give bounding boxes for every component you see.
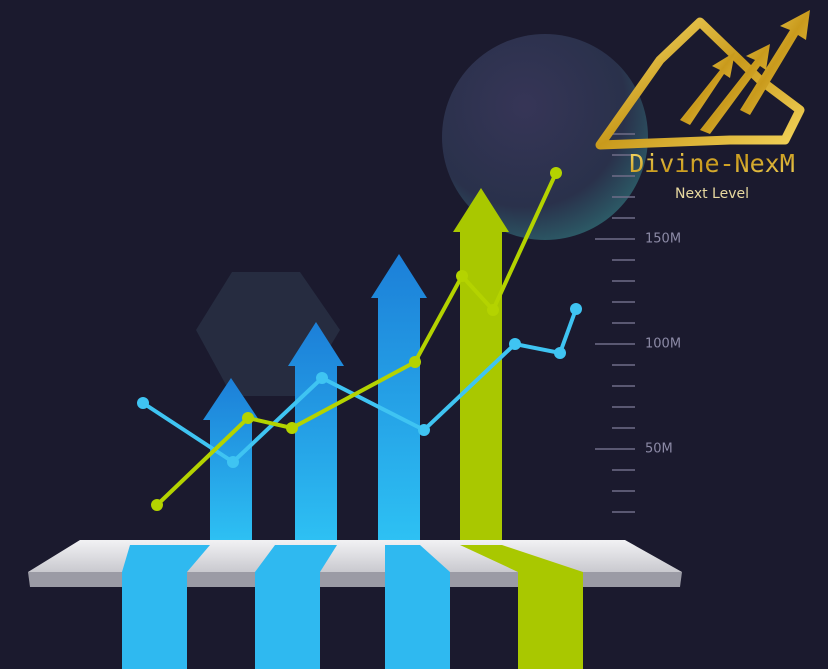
logo-arrow [700,44,770,134]
point [456,270,468,282]
point [227,456,239,468]
arrow [453,188,509,545]
ribbon [255,545,337,669]
point [286,422,298,434]
point [316,372,328,384]
point [487,304,499,316]
scale-label: 50M [645,442,673,457]
logo-arrow [680,52,735,125]
arrow [371,254,427,545]
logo-tagline: Next Level [675,186,749,202]
point [550,167,562,179]
logo-frame [595,17,805,150]
logo: Divine-NexM Next Level [595,10,810,202]
cyan-line [137,303,582,468]
scale-label: 150M [645,232,681,247]
point [242,412,254,424]
scale [595,133,635,513]
green-line [151,167,562,511]
point [418,424,430,436]
ribbons [122,545,583,669]
ribbon [122,545,210,669]
logo-arrow [740,10,810,115]
point [509,338,521,350]
ribbon [385,545,450,669]
bubble [442,34,648,240]
point [570,303,582,315]
point [137,397,149,409]
ribbon [460,545,583,669]
arrow [288,322,344,545]
point [554,347,566,359]
point [151,499,163,511]
logo-title: Divine-NexM [629,149,795,178]
point [409,356,421,368]
scale-label: 100M [645,337,681,352]
